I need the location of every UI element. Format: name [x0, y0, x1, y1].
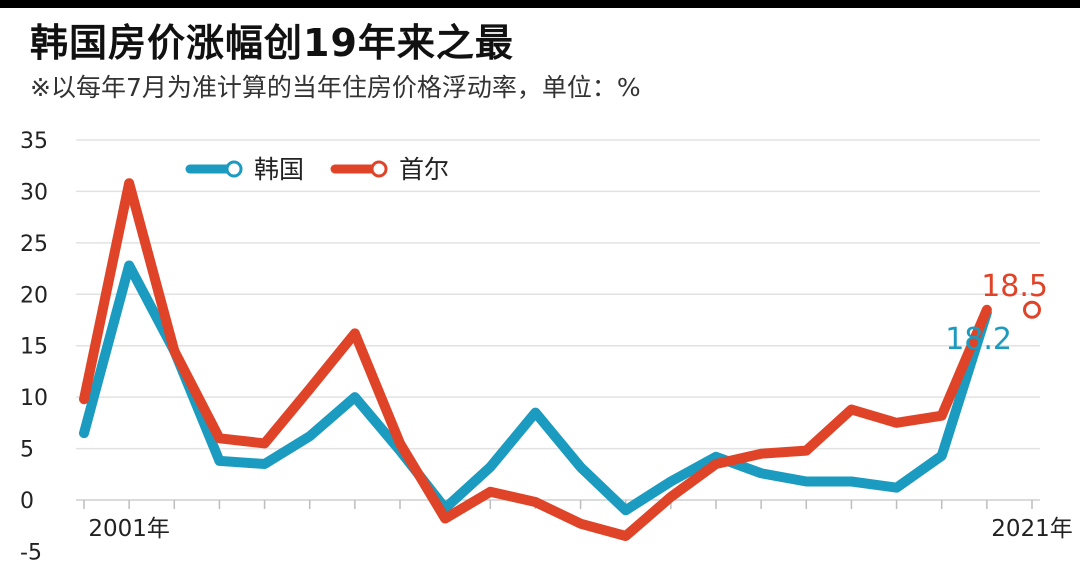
series-line-korea	[79, 260, 992, 516]
y-tick-label: 25	[20, 232, 48, 257]
x-tick-label: 2021年	[991, 516, 1073, 542]
legend-label-seoul: 首尔	[399, 155, 449, 184]
y-tick-label: 20	[20, 283, 48, 308]
end-point-marker	[1023, 300, 1041, 319]
legend-marker	[370, 160, 388, 178]
y-tick-label: 30	[20, 180, 48, 205]
top-bar	[0, 0, 1080, 8]
chart-title: 韩国房价涨幅创19年来之最	[30, 21, 514, 65]
y-tick-label: 0	[20, 489, 34, 514]
series-line-seoul	[79, 178, 992, 541]
x-tick-label: 2001年	[88, 516, 170, 542]
legend-marker	[225, 160, 243, 178]
y-tick-label: 35	[20, 129, 48, 154]
chart-subtitle: ※以每年7月为准计算的当年住房价格浮动率，单位：%	[30, 73, 641, 102]
end-label-seoul: 18.5	[981, 269, 1048, 304]
y-tick-label: 15	[20, 335, 48, 360]
y-tick-label: -5	[20, 540, 42, 561]
y-tick-label: 10	[20, 386, 48, 411]
y-tick-label: 5	[20, 438, 34, 463]
legend-label-korea: 韩国	[254, 155, 304, 184]
end-label-korea: 18.2	[945, 322, 1012, 357]
